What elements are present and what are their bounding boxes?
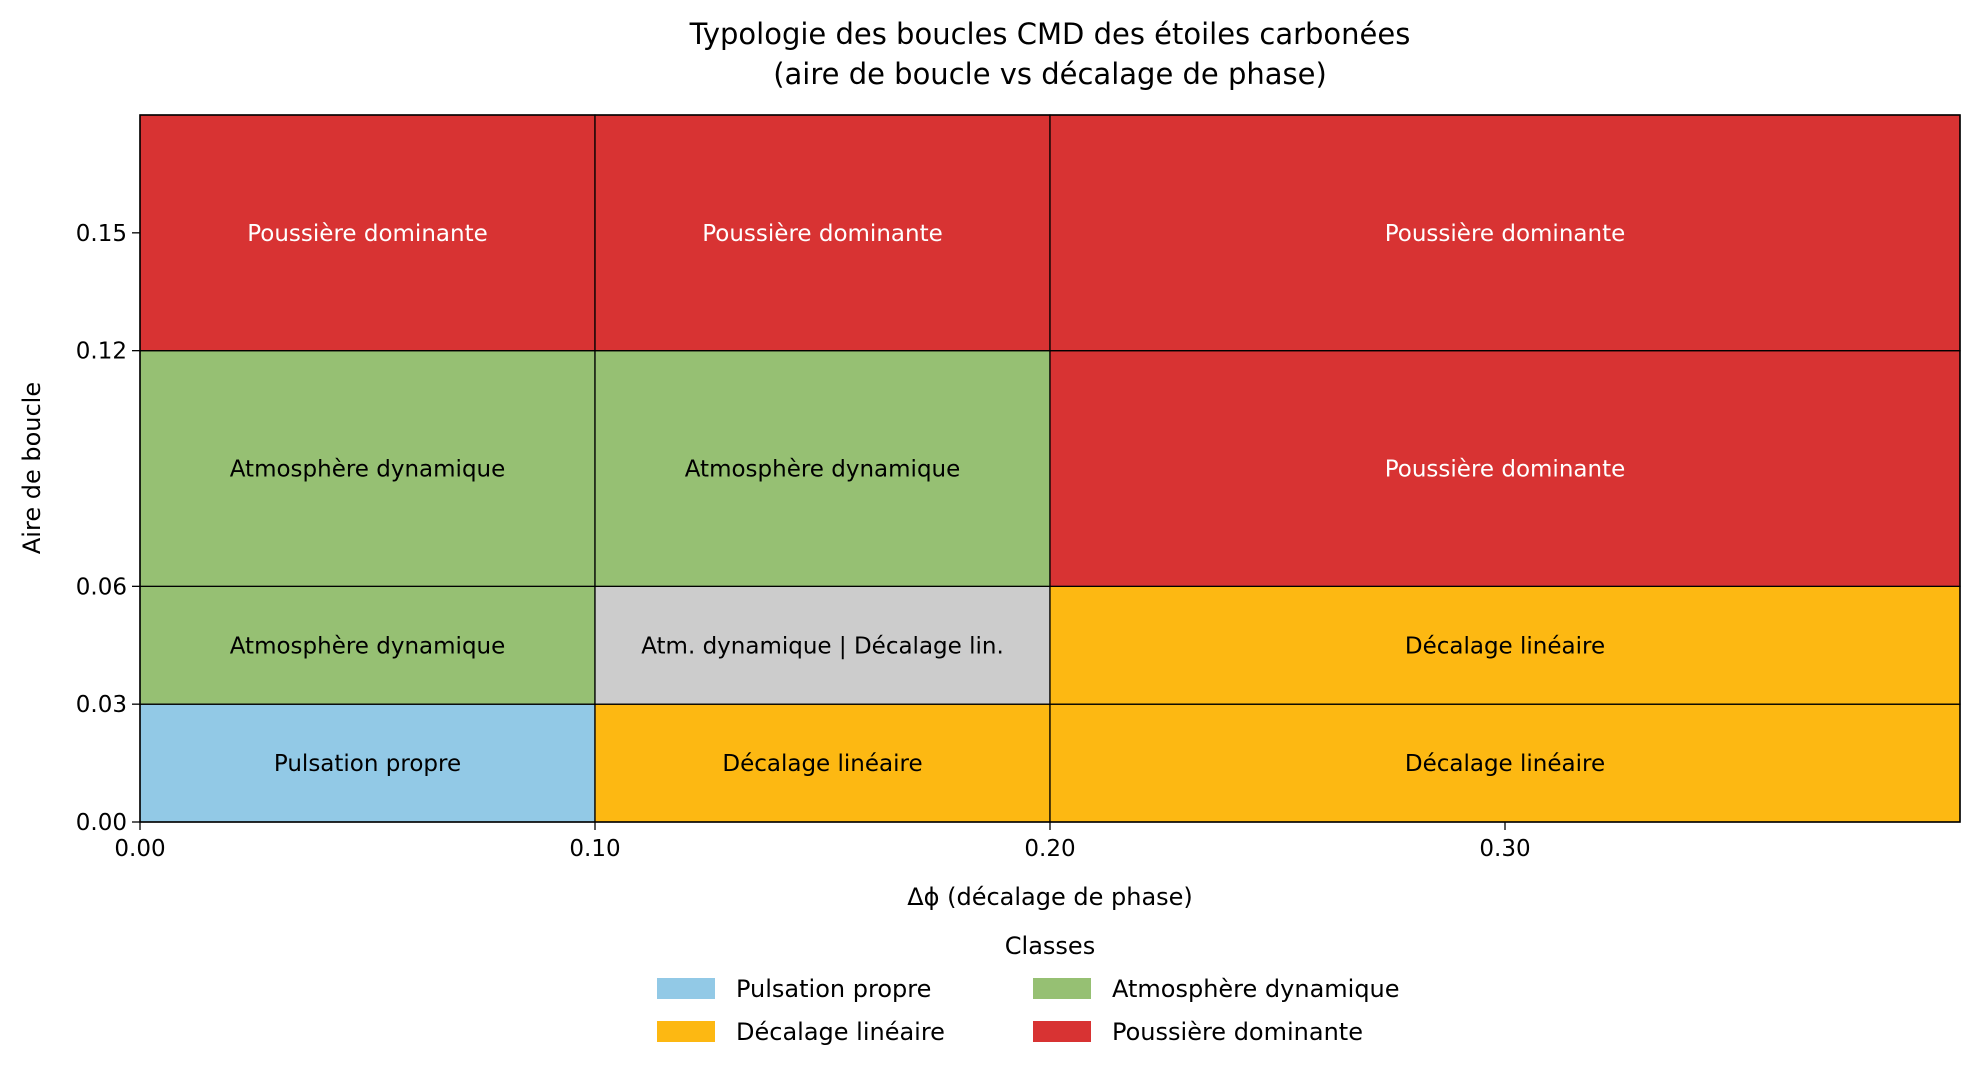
y-tick-label: 0.06 — [76, 574, 127, 600]
x-tick-label: 0.20 — [1024, 836, 1075, 862]
y-axis-label: Aire de boucle — [18, 382, 46, 554]
legend-swatch — [1033, 978, 1091, 999]
cell-label-0: Pulsation propre — [274, 751, 461, 777]
cells-layer: Pulsation propre Décalage linéaire Décalag… — [139, 114, 1961, 823]
cell-8 — [1049, 350, 1961, 587]
legend-swatch — [657, 978, 715, 999]
chart-title: Typologie des boucles CMD des étoiles ca… — [689, 17, 1411, 51]
cell-label-11: Poussière dominante — [1385, 221, 1626, 247]
cell-1 — [594, 703, 1051, 823]
y-tick-label: 0.03 — [76, 692, 127, 718]
cell-label-1: Décalage linéaire — [722, 751, 922, 777]
y-tick-label: 0.12 — [76, 339, 127, 365]
cell-5 — [1049, 585, 1961, 705]
x-tick-label: 0.30 — [1479, 836, 1530, 862]
cell-label-3: Atmosphère dynamique — [230, 633, 506, 659]
cell-label-7: Atmosphère dynamique — [685, 457, 961, 483]
cell-label-2: Décalage linéaire — [1405, 751, 1605, 777]
cell-label-4: Atm. dynamique | Décalage lin. — [641, 633, 1004, 659]
cell-label-6: Atmosphère dynamique — [230, 457, 506, 483]
cell-label-9: Poussière dominante — [247, 221, 488, 247]
legend-swatch — [1033, 1021, 1091, 1042]
axes-ticks: 0.00 0.10 0.20 0.30 0.00 0.03 0.06 0.12 0.15 — [76, 221, 1531, 862]
legend-label: Atmosphère dynamique — [1112, 975, 1400, 1003]
cell-4 — [594, 585, 1051, 705]
cell-9 — [139, 114, 596, 352]
x-axis-label: Δϕ (décalage de phase) — [907, 883, 1193, 911]
cell-label-8: Poussière dominante — [1385, 457, 1626, 483]
x-tick-label: 0.00 — [114, 836, 165, 862]
x-tick-label: 0.10 — [569, 836, 620, 862]
legend-title: Classes — [1005, 932, 1095, 960]
legend-swatch — [657, 1021, 715, 1042]
legend: Classes Pulsation propre Décalage linéair… — [657, 932, 1400, 1046]
cell-label-10: Poussière dominante — [702, 221, 943, 247]
chart-subtitle: (aire de boucle vs décalage de phase) — [773, 57, 1327, 91]
cell-11 — [1049, 114, 1961, 352]
legend-label: Poussière dominante — [1112, 1018, 1363, 1046]
y-tick-label: 0.00 — [76, 810, 127, 836]
cell-7 — [594, 350, 1051, 587]
legend-label: Pulsation propre — [736, 975, 931, 1003]
cell-6 — [139, 350, 596, 587]
cell-3 — [139, 585, 596, 705]
legend-label: Décalage linéaire — [736, 1018, 945, 1046]
cell-0 — [139, 703, 596, 823]
y-tick-label: 0.15 — [76, 221, 127, 247]
cell-label-5: Décalage linéaire — [1405, 633, 1605, 659]
